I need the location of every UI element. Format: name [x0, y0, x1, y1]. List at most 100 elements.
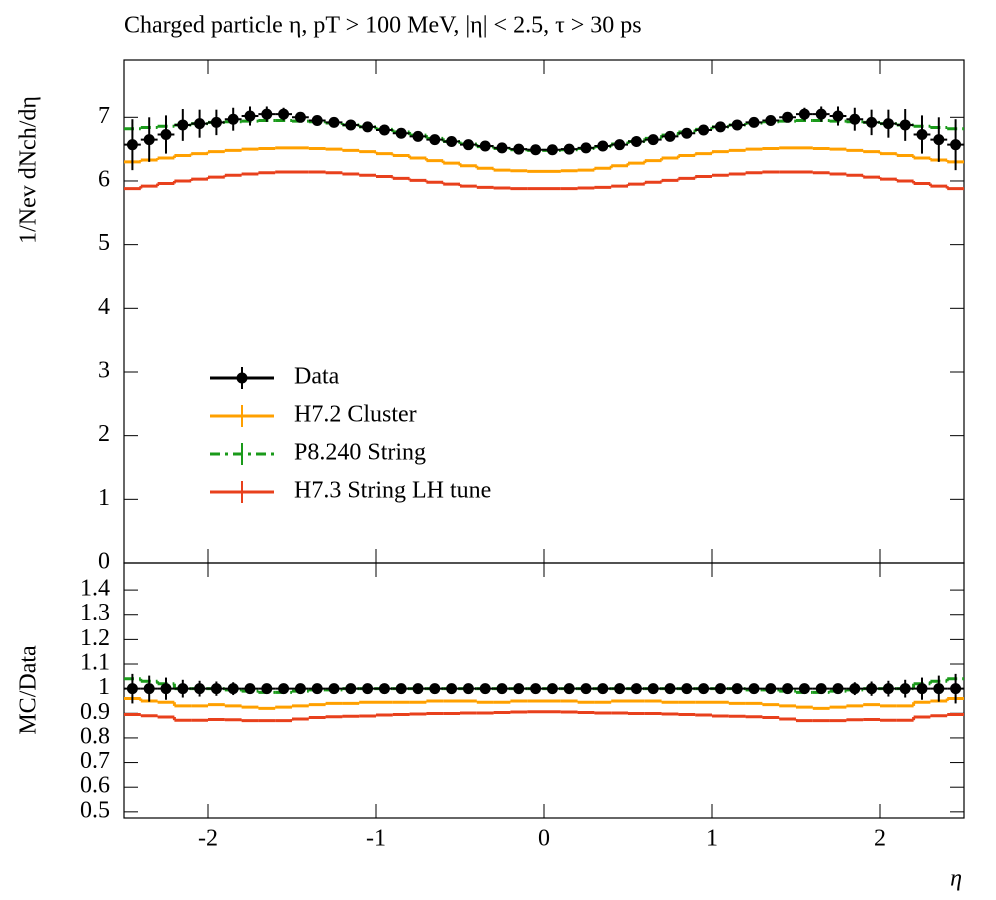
- legend-label: Data: [294, 364, 340, 390]
- y-tick-label: 1: [98, 674, 110, 700]
- data-point: [546, 683, 558, 695]
- data-point: [614, 139, 626, 151]
- data-point: [194, 683, 206, 695]
- legend-label: P8.240 String: [294, 440, 426, 466]
- data-point: [429, 134, 441, 146]
- data-point: [630, 135, 642, 147]
- x-tick-label: -2: [198, 826, 218, 852]
- data-point: [160, 683, 172, 695]
- data-point: [227, 683, 239, 695]
- data-point: [950, 683, 962, 695]
- data-point: [748, 683, 760, 695]
- data-point: [630, 683, 642, 695]
- data-point: [328, 683, 340, 695]
- data-point: [798, 683, 810, 695]
- data-point: [143, 134, 155, 146]
- data-point: [126, 683, 138, 695]
- x-tick-label: -1: [366, 826, 386, 852]
- y-tick-label: 1.2: [80, 625, 110, 651]
- chart-title: Charged particle η, pT > 100 MeV, |η| < …: [124, 13, 642, 39]
- data-point: [446, 683, 458, 695]
- legend-swatch: [236, 372, 248, 384]
- x-tick-label: 1: [706, 826, 718, 852]
- data-point: [429, 683, 441, 695]
- data-point: [832, 683, 844, 695]
- data-point: [177, 683, 189, 695]
- data-point: [177, 119, 189, 131]
- data-point: [261, 108, 273, 120]
- data-point: [345, 119, 357, 131]
- data-point: [916, 683, 928, 695]
- data-point: [815, 683, 827, 695]
- x-tick-label: 0: [538, 826, 550, 852]
- data-point: [765, 114, 777, 126]
- y-tick-label: 0: [98, 549, 110, 575]
- data-point: [378, 683, 390, 695]
- data-point: [446, 135, 458, 147]
- data-point: [278, 683, 290, 695]
- data-point: [580, 683, 592, 695]
- y-tick-label: 1: [98, 485, 110, 511]
- y-tick-label: 0.5: [80, 797, 110, 823]
- data-point: [513, 683, 525, 695]
- data-point: [412, 683, 424, 695]
- data-point: [882, 683, 894, 695]
- data-point: [513, 143, 525, 155]
- y-tick-label: 1.4: [80, 576, 110, 602]
- data-point: [647, 134, 659, 146]
- x-tick-label: 2: [874, 826, 886, 852]
- data-point: [210, 683, 222, 695]
- data-point: [496, 142, 508, 154]
- data-point: [395, 683, 407, 695]
- data-point: [614, 683, 626, 695]
- data-point: [530, 683, 542, 695]
- data-point: [698, 124, 710, 136]
- data-point: [278, 108, 290, 120]
- data-point: [714, 683, 726, 695]
- data-point: [563, 143, 575, 155]
- data-point: [362, 683, 374, 695]
- data-point: [563, 683, 575, 695]
- y-tick-label: 3: [98, 357, 110, 383]
- data-point: [597, 140, 609, 152]
- data-point: [143, 683, 155, 695]
- y-tick-label: 0.6: [80, 773, 110, 799]
- data-point: [899, 683, 911, 695]
- y-tick-label: 1.1: [80, 650, 110, 676]
- y-tick-label: 7: [98, 103, 110, 129]
- y-tick-label: 0.8: [80, 723, 110, 749]
- data-point: [866, 116, 878, 128]
- data-point: [345, 683, 357, 695]
- data-point: [815, 108, 827, 120]
- data-point: [227, 113, 239, 125]
- plot-frame: [123, 59, 965, 564]
- data-point: [479, 683, 491, 695]
- data-point: [765, 683, 777, 695]
- data-point: [294, 111, 306, 123]
- data-point: [950, 139, 962, 151]
- y-tick-label: 6: [98, 166, 110, 192]
- data-point: [782, 111, 794, 123]
- data-point: [311, 114, 323, 126]
- data-point: [731, 119, 743, 131]
- data-point: [362, 121, 374, 133]
- data-point: [126, 139, 138, 151]
- data-point: [681, 127, 693, 139]
- y-tick-label: 1.3: [80, 600, 110, 626]
- data-point: [849, 683, 861, 695]
- data-point: [933, 134, 945, 146]
- data-point: [244, 683, 256, 695]
- y-axis-label: 1/Nev dNch/dη: [16, 96, 42, 244]
- data-point: [194, 118, 206, 130]
- data-point: [849, 113, 861, 125]
- data-point: [664, 130, 676, 142]
- data-point: [664, 683, 676, 695]
- data-point: [328, 116, 340, 128]
- data-point: [546, 144, 558, 156]
- data-point: [261, 683, 273, 695]
- y-axis-label: MC/Data: [16, 645, 42, 735]
- data-point: [378, 124, 390, 136]
- data-point: [580, 142, 592, 154]
- data-point: [782, 683, 794, 695]
